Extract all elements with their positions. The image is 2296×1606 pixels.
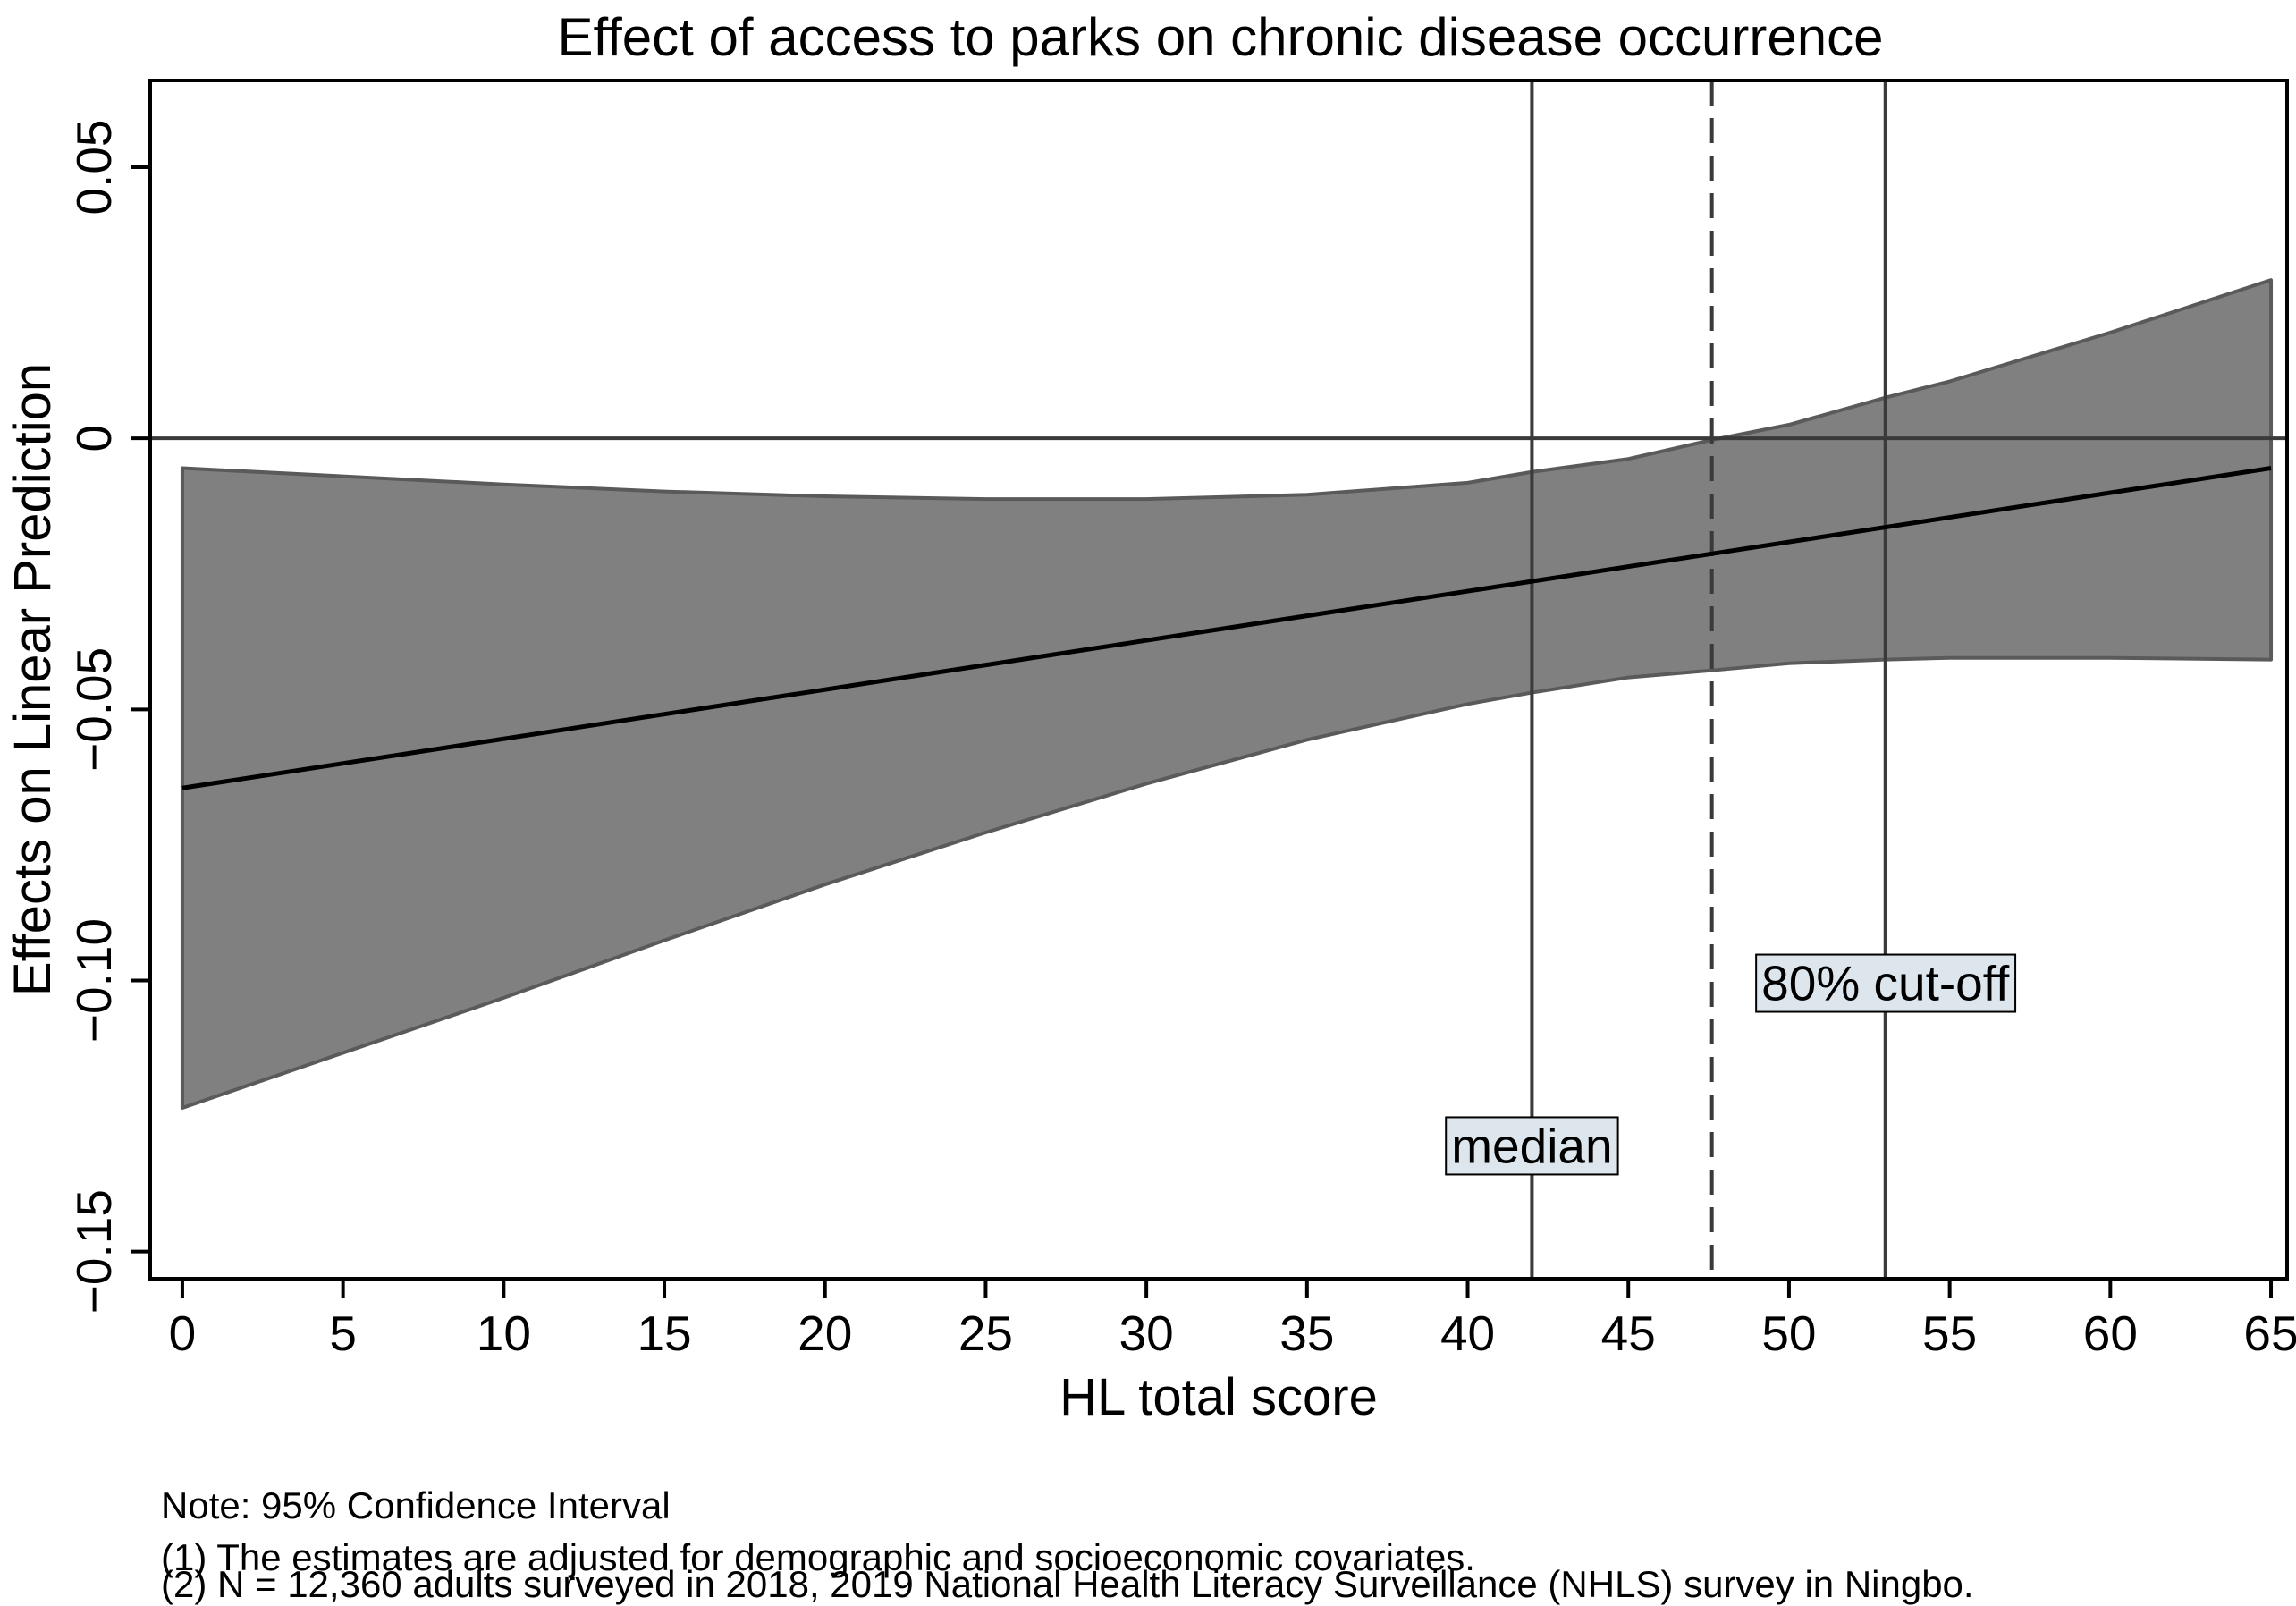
note-ci: Note: 95% Confidence Interval [161,1484,671,1526]
annotation-label: 80% cut-off [1761,956,2010,1011]
chart-title: Effect of access to parks on chronic dis… [558,7,1884,67]
annotation-label: median [1451,1118,1612,1173]
y-axis-title: Effects on Linear Prediction [4,363,62,996]
ci-band [180,278,2274,1111]
x-axis: 0 5 10 15 20 25 30 35 40 45 50 55 60 65 [169,1279,2296,1361]
note-adjustment: (1) The estimates are adjusted for demog… [161,1536,1475,1578]
x-tick-label: 10 [477,1306,531,1361]
x-tick-label: 30 [1119,1306,1174,1361]
annotation-cutoff: 80% cut-off [1755,953,2017,1013]
x-tick-label: 15 [637,1306,691,1361]
x-tick-label: 65 [2243,1306,2296,1361]
x-tick-label: 25 [958,1306,1013,1361]
y-tick-label: −0.10 [66,918,122,1043]
y-tick-label: −0.15 [66,1189,122,1314]
y-tick-label: −0.05 [66,647,122,772]
y-axis: 0.05 0 −0.05 −0.10 −0.15 [66,119,150,1314]
x-tick-label: 5 [329,1306,357,1361]
plot-area: median 80% cut-off [150,80,2287,1279]
x-tick-label: 0 [169,1306,197,1361]
plot-frame [148,79,2289,1281]
x-axis-title: HL total score [1059,1368,1378,1426]
annotation-box [1755,953,2017,1013]
annotation-box [1445,1116,1619,1176]
x-tick-label: 35 [1279,1306,1334,1361]
x-tick-label: 50 [1761,1306,1816,1361]
y-tick-label: 0.05 [66,119,122,215]
prediction-line [181,466,2272,790]
note-sample: (2) N = 12,360 adults surveyed in 2018, … [161,1563,1974,1605]
annotation-median: median [1445,1116,1619,1176]
x-tick-label: 55 [1922,1306,1977,1361]
x-tick-label: 60 [2083,1306,2138,1361]
x-tick-label: 20 [798,1306,852,1361]
y-tick-label: 0 [66,425,122,452]
x-tick-label: 40 [1440,1306,1495,1361]
x-tick-label: 45 [1601,1306,1656,1361]
